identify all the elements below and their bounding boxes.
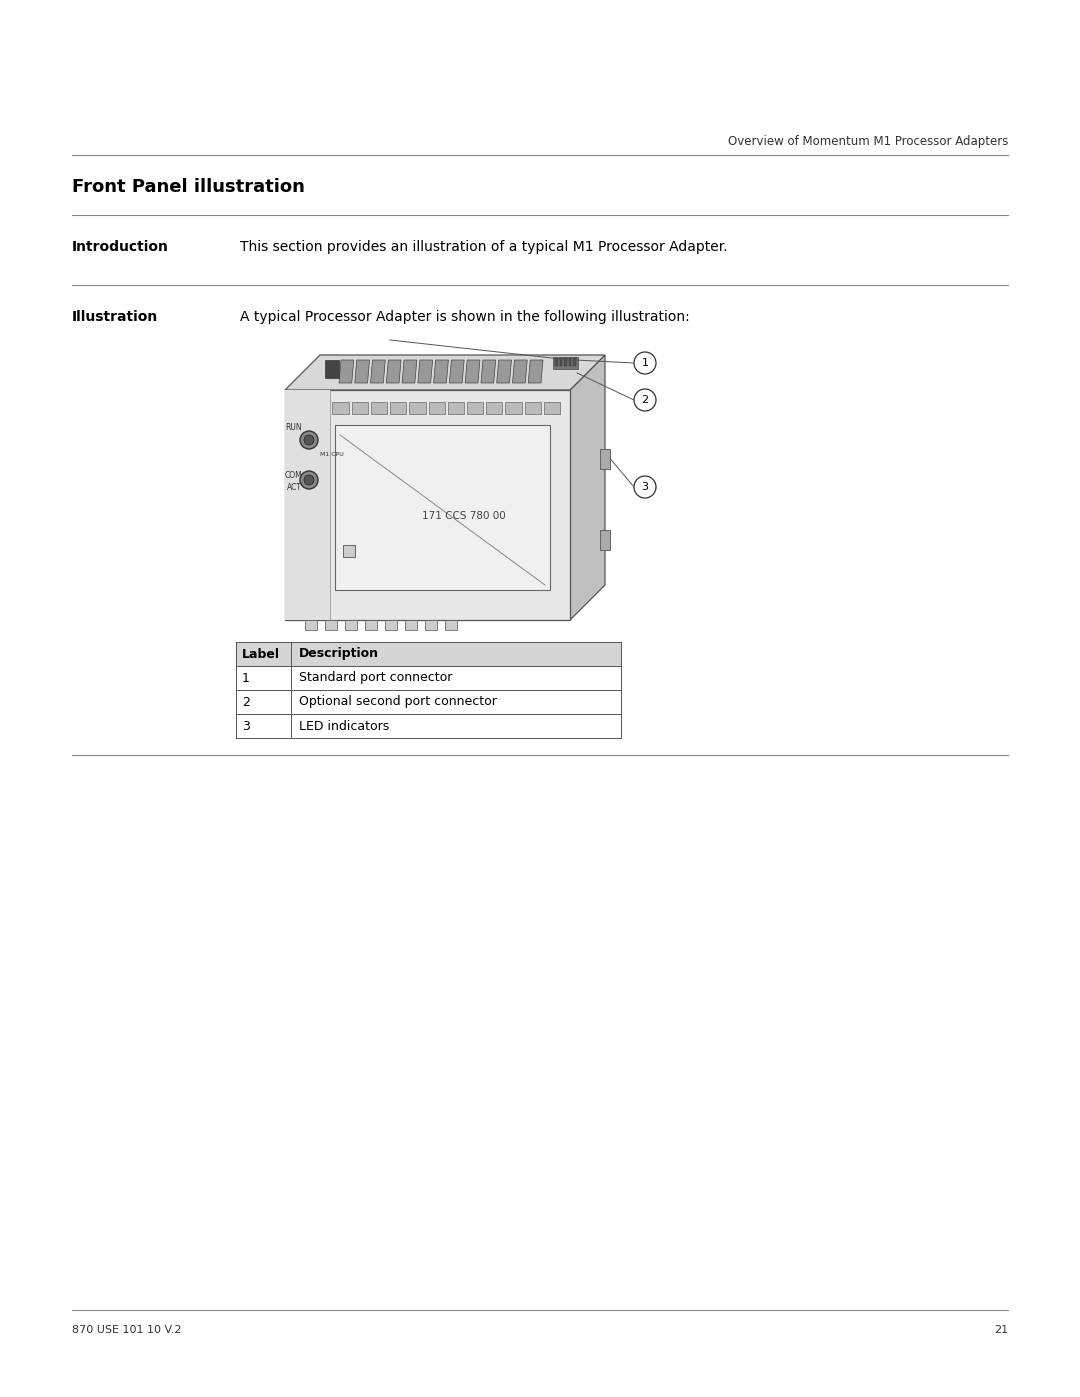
Circle shape: [634, 388, 656, 411]
Text: This section provides an illustration of a typical M1 Processor Adapter.: This section provides an illustration of…: [240, 240, 728, 254]
Polygon shape: [528, 360, 543, 383]
FancyBboxPatch shape: [285, 390, 570, 620]
FancyBboxPatch shape: [559, 358, 562, 366]
Text: A typical Processor Adapter is shown in the following illustration:: A typical Processor Adapter is shown in …: [240, 310, 690, 324]
Polygon shape: [513, 360, 527, 383]
FancyBboxPatch shape: [285, 390, 330, 620]
Polygon shape: [418, 360, 433, 383]
Text: Front Panel illustration: Front Panel illustration: [72, 177, 305, 196]
FancyBboxPatch shape: [335, 425, 550, 590]
Text: 1: 1: [242, 672, 249, 685]
Polygon shape: [325, 620, 337, 630]
Text: 2: 2: [242, 696, 249, 708]
Polygon shape: [465, 360, 480, 383]
FancyBboxPatch shape: [409, 402, 426, 414]
Circle shape: [303, 434, 314, 446]
Text: Standard port connector: Standard port connector: [299, 672, 453, 685]
FancyBboxPatch shape: [333, 402, 349, 414]
FancyBboxPatch shape: [313, 402, 329, 414]
FancyBboxPatch shape: [294, 402, 310, 414]
FancyBboxPatch shape: [564, 358, 567, 366]
Circle shape: [634, 352, 656, 374]
Polygon shape: [600, 529, 610, 549]
Text: RUN: RUN: [285, 423, 302, 433]
Polygon shape: [354, 360, 369, 383]
Text: 2: 2: [642, 395, 649, 405]
FancyBboxPatch shape: [544, 402, 561, 414]
Text: LED indicators: LED indicators: [299, 719, 389, 732]
Text: 21: 21: [994, 1324, 1008, 1336]
FancyBboxPatch shape: [370, 402, 387, 414]
Text: ACT: ACT: [287, 482, 302, 492]
FancyBboxPatch shape: [237, 643, 621, 666]
Polygon shape: [384, 620, 397, 630]
Polygon shape: [445, 620, 457, 630]
Text: COM: COM: [284, 471, 302, 479]
Text: 3: 3: [242, 719, 249, 732]
Text: Introduction: Introduction: [72, 240, 168, 254]
Polygon shape: [405, 620, 417, 630]
Polygon shape: [600, 448, 610, 469]
FancyBboxPatch shape: [555, 358, 557, 366]
Polygon shape: [285, 355, 605, 390]
FancyBboxPatch shape: [573, 358, 576, 366]
Text: 171 CCS 780 00: 171 CCS 780 00: [422, 511, 505, 521]
Circle shape: [300, 471, 318, 489]
Circle shape: [634, 476, 656, 497]
FancyBboxPatch shape: [352, 402, 368, 414]
Polygon shape: [497, 360, 512, 383]
FancyBboxPatch shape: [448, 402, 464, 414]
Text: 870 USE 101 10 V.2: 870 USE 101 10 V.2: [72, 1324, 181, 1336]
Polygon shape: [370, 360, 386, 383]
FancyBboxPatch shape: [390, 402, 406, 414]
Text: 3: 3: [642, 482, 648, 492]
Polygon shape: [426, 620, 437, 630]
FancyBboxPatch shape: [568, 358, 571, 366]
FancyBboxPatch shape: [505, 402, 522, 414]
Text: Optional second port connector: Optional second port connector: [299, 696, 497, 708]
Circle shape: [300, 432, 318, 448]
Text: Overview of Momentum M1 Processor Adapters: Overview of Momentum M1 Processor Adapte…: [728, 136, 1008, 148]
FancyBboxPatch shape: [429, 402, 445, 414]
FancyBboxPatch shape: [525, 402, 541, 414]
Text: Label: Label: [242, 647, 280, 661]
Text: Description: Description: [299, 647, 379, 661]
Polygon shape: [449, 360, 464, 383]
Polygon shape: [345, 620, 357, 630]
Polygon shape: [305, 620, 318, 630]
FancyBboxPatch shape: [343, 545, 355, 557]
FancyBboxPatch shape: [486, 402, 502, 414]
Polygon shape: [433, 360, 448, 383]
FancyBboxPatch shape: [467, 402, 483, 414]
Text: 1: 1: [642, 358, 648, 367]
Polygon shape: [481, 360, 496, 383]
Circle shape: [303, 475, 314, 485]
Polygon shape: [365, 620, 377, 630]
Text: M1 CPU: M1 CPU: [320, 453, 343, 457]
Polygon shape: [570, 355, 605, 620]
FancyBboxPatch shape: [553, 358, 578, 369]
Polygon shape: [387, 360, 401, 383]
Polygon shape: [402, 360, 417, 383]
Text: Illustration: Illustration: [72, 310, 159, 324]
FancyBboxPatch shape: [325, 360, 339, 379]
Polygon shape: [339, 360, 354, 383]
